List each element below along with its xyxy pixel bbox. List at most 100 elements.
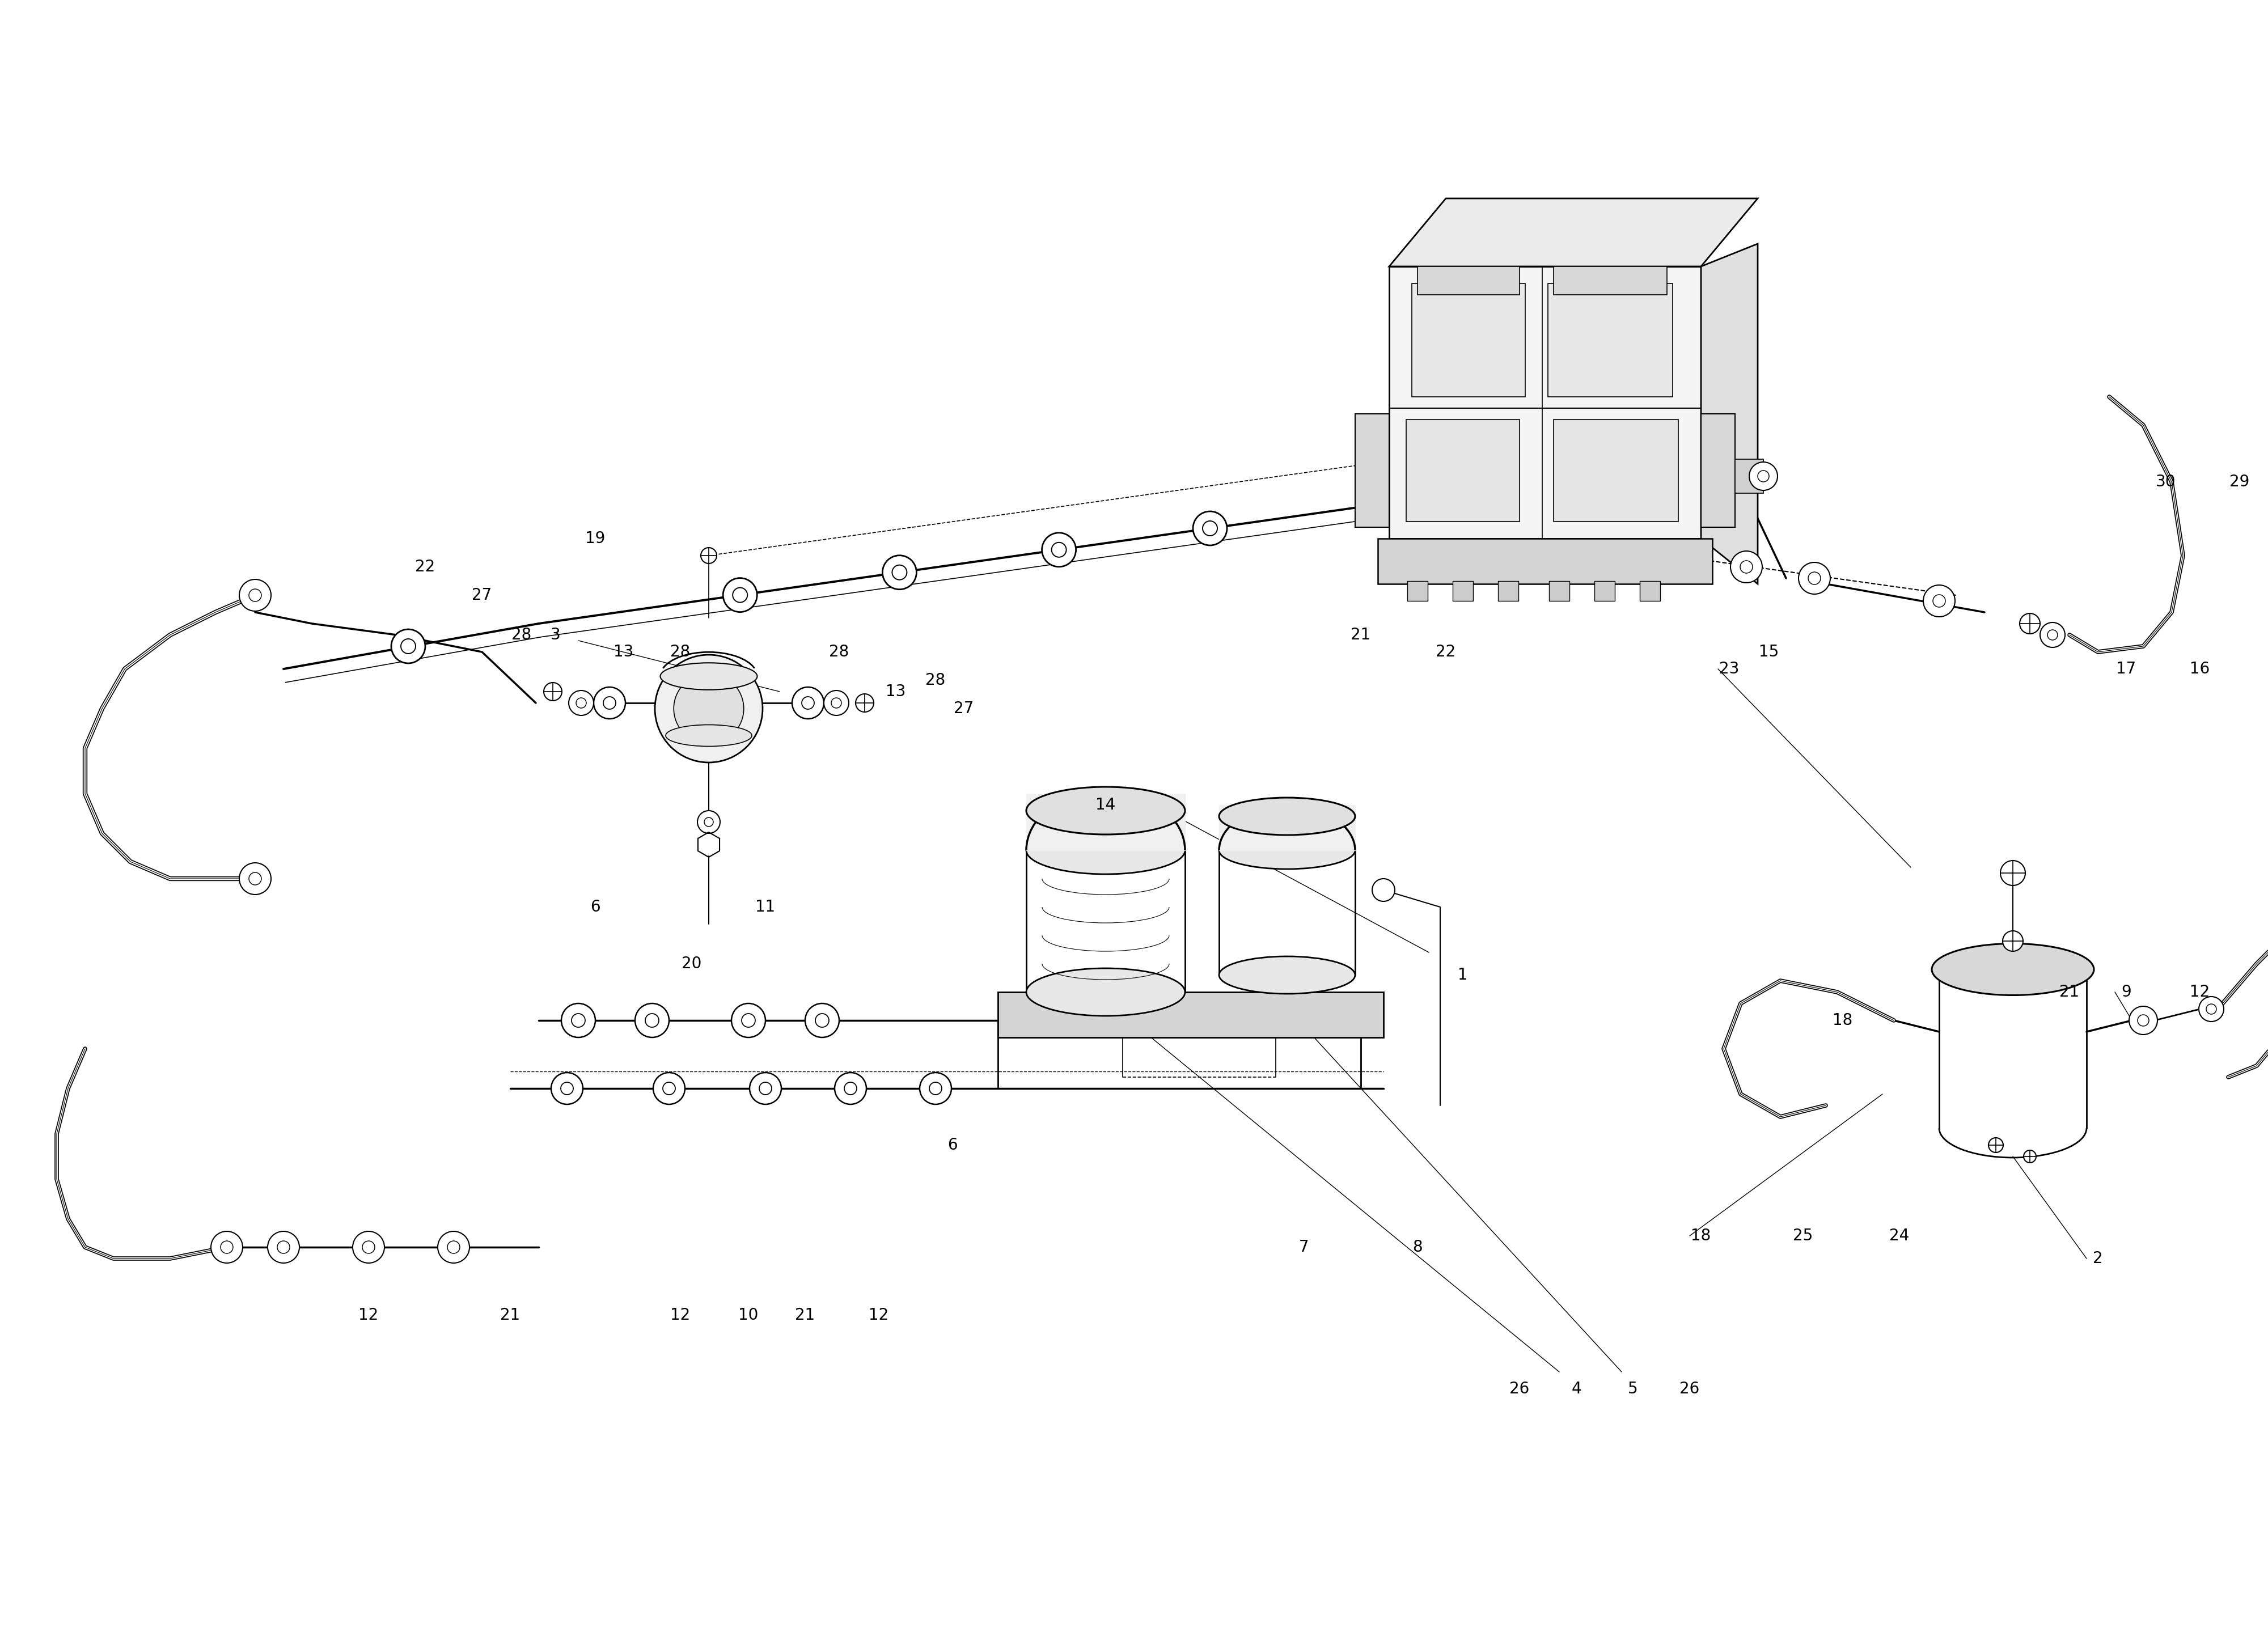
Bar: [1406, 419, 1520, 521]
Circle shape: [748, 1072, 780, 1105]
Text: 13: 13: [887, 684, 905, 700]
Circle shape: [723, 579, 758, 612]
Text: 5: 5: [1628, 1381, 1637, 1397]
Text: 11: 11: [755, 899, 776, 916]
Circle shape: [603, 697, 617, 709]
Circle shape: [392, 630, 426, 663]
Text: 4: 4: [1572, 1381, 1581, 1397]
Ellipse shape: [1025, 827, 1184, 875]
Text: 18: 18: [1692, 1228, 1710, 1245]
Bar: [1547, 283, 1674, 396]
Text: 6: 6: [590, 899, 601, 916]
Circle shape: [703, 817, 712, 827]
Circle shape: [844, 1082, 857, 1095]
Bar: [1497, 580, 1520, 602]
Circle shape: [1799, 562, 1830, 593]
Circle shape: [277, 1241, 290, 1253]
Circle shape: [1932, 595, 1946, 607]
Circle shape: [2048, 630, 2057, 640]
Bar: [1379, 539, 1712, 584]
Circle shape: [635, 1003, 669, 1037]
Text: 26: 26: [1510, 1381, 1529, 1397]
Text: 27: 27: [472, 587, 492, 603]
Circle shape: [662, 1082, 676, 1095]
Circle shape: [1740, 561, 1753, 574]
Text: 22: 22: [1436, 644, 1456, 659]
Circle shape: [1372, 878, 1395, 901]
Ellipse shape: [1220, 797, 1356, 835]
Text: 21: 21: [2059, 985, 2080, 1000]
Text: 3: 3: [551, 626, 560, 643]
Circle shape: [240, 579, 272, 612]
Polygon shape: [1701, 243, 1758, 584]
Circle shape: [1041, 533, 1075, 567]
Ellipse shape: [655, 1082, 683, 1095]
Bar: [1701, 414, 1735, 528]
Circle shape: [760, 1082, 771, 1095]
Text: 7: 7: [1300, 1240, 1309, 1254]
Circle shape: [792, 687, 823, 718]
Text: 24: 24: [1889, 1228, 1910, 1245]
Circle shape: [855, 694, 873, 712]
Text: 16: 16: [2191, 661, 2209, 677]
Circle shape: [646, 1014, 658, 1028]
Circle shape: [2200, 996, 2223, 1021]
Ellipse shape: [923, 1082, 948, 1095]
Circle shape: [572, 1014, 585, 1028]
Text: 26: 26: [1681, 1381, 1699, 1397]
Circle shape: [699, 810, 721, 834]
Circle shape: [447, 1241, 460, 1253]
Circle shape: [803, 697, 814, 709]
Circle shape: [805, 1003, 839, 1037]
Circle shape: [249, 873, 261, 884]
Circle shape: [1758, 470, 1769, 482]
Circle shape: [733, 587, 748, 602]
Circle shape: [576, 697, 585, 709]
Text: 15: 15: [1760, 644, 1778, 659]
Circle shape: [2000, 860, 2025, 886]
Text: 28: 28: [513, 626, 531, 643]
Bar: [1406, 580, 1429, 602]
Text: 29: 29: [2229, 473, 2250, 490]
Text: 9: 9: [2121, 985, 2132, 1000]
Ellipse shape: [735, 1013, 762, 1028]
Text: 21: 21: [501, 1307, 519, 1323]
Ellipse shape: [553, 1082, 581, 1095]
Ellipse shape: [753, 1082, 778, 1095]
Ellipse shape: [565, 1013, 592, 1028]
Circle shape: [560, 1003, 594, 1037]
Bar: [1554, 419, 1678, 521]
Bar: [1554, 266, 1667, 294]
Text: 17: 17: [2116, 661, 2136, 677]
Circle shape: [1730, 551, 1762, 582]
Text: 2: 2: [2093, 1251, 2102, 1266]
Circle shape: [835, 1072, 866, 1105]
Circle shape: [2019, 613, 2039, 635]
Circle shape: [2041, 623, 2066, 648]
Bar: [1388, 266, 1701, 539]
Circle shape: [1989, 1138, 2003, 1152]
Circle shape: [551, 1072, 583, 1105]
Text: 21: 21: [796, 1307, 814, 1323]
Text: 12: 12: [358, 1307, 379, 1323]
Ellipse shape: [1025, 787, 1184, 835]
Text: 12: 12: [671, 1307, 689, 1323]
Circle shape: [1202, 521, 1218, 536]
Bar: [1356, 414, 1388, 528]
Circle shape: [1193, 511, 1227, 546]
Circle shape: [2136, 1014, 2148, 1026]
Circle shape: [2023, 1151, 2037, 1162]
Text: 28: 28: [925, 672, 946, 689]
Ellipse shape: [660, 663, 758, 690]
Circle shape: [2130, 1006, 2157, 1034]
Circle shape: [594, 687, 626, 718]
Circle shape: [653, 1072, 685, 1105]
Text: 12: 12: [869, 1307, 889, 1323]
Circle shape: [1052, 543, 1066, 557]
Text: 14: 14: [1095, 797, 1116, 812]
Circle shape: [354, 1231, 386, 1263]
Circle shape: [891, 566, 907, 580]
Ellipse shape: [1220, 957, 1356, 993]
Ellipse shape: [667, 725, 753, 746]
Bar: [998, 991, 1383, 1037]
